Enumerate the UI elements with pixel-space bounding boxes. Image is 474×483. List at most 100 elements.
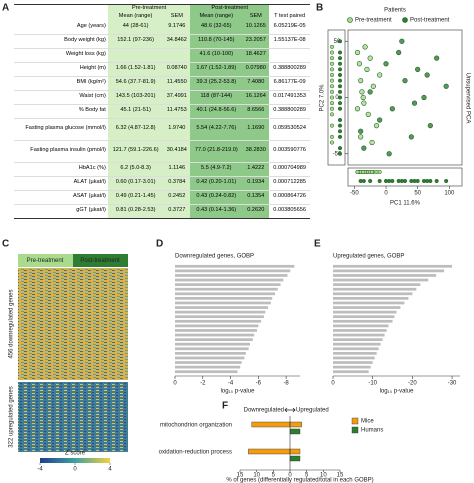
- bar: [333, 310, 397, 314]
- data-point: [415, 66, 421, 72]
- margin-point: [337, 106, 343, 111]
- category-label: oxidation-reduction process: [159, 450, 232, 456]
- table-cell: BMI (kg/m²): [14, 76, 108, 91]
- panel-label: E: [314, 239, 321, 250]
- table-cell: 6.86177E-09: [269, 76, 310, 91]
- table-cell: 0.059530524: [269, 118, 310, 141]
- heatmap-block: [18, 268, 128, 380]
- table-cell: 0.07980: [242, 62, 270, 77]
- group-row: Pre-treatment Post-treatment: [14, 3, 310, 13]
- table-cell: 0.1354: [242, 190, 270, 205]
- table-row: Fasting plasma insulin (pmol/l) 121.7 (59…: [14, 140, 310, 163]
- colorbar: [40, 458, 110, 463]
- bar: [333, 292, 413, 296]
- margin-point: [355, 169, 360, 175]
- x-tick-label: 100: [444, 191, 455, 197]
- margin-point: [329, 89, 335, 94]
- data-point: [396, 49, 402, 56]
- margin-point: [337, 117, 343, 123]
- legend-title: Patients: [384, 8, 406, 14]
- bar: [175, 333, 255, 337]
- margin-point: [337, 101, 343, 106]
- bar: [333, 287, 417, 291]
- bar: [333, 278, 429, 282]
- table-cell: 0.3727: [163, 204, 191, 219]
- bar: [175, 301, 271, 305]
- table-cell: 0.388800289: [269, 104, 310, 119]
- margin-point: [337, 146, 343, 151]
- table-cell: 38.2830: [242, 140, 270, 163]
- panel-label: C: [2, 239, 9, 250]
- x-axis-title: % of genes (differentially regulated/tot…: [226, 478, 373, 483]
- bar: [175, 306, 269, 309]
- bar: [333, 370, 369, 374]
- colorbar-tick-label: 4: [108, 467, 112, 473]
- table-cell: 10.1265: [242, 20, 270, 35]
- bar: [175, 356, 245, 360]
- table-row: BMI (kg/m²) 54.6 (37.7-81.9) 11.4550 39.3 (…: [14, 76, 310, 91]
- x-tick-label: 15: [237, 473, 244, 479]
- bar: [333, 347, 379, 351]
- x-axis-title: PC1 11.6%: [390, 201, 421, 207]
- table-head: Pre-treatment Post-treatment Mean (range) S…: [14, 3, 310, 21]
- heatmap-block: [18, 382, 128, 452]
- data-point: [408, 134, 414, 140]
- table-cell: Waist (cm): [14, 90, 108, 105]
- margin-point: [329, 50, 335, 55]
- margin-point: [337, 151, 343, 156]
- bar: [333, 269, 445, 273]
- data-point: [386, 151, 392, 157]
- table-cell: 0.81 (0.28-2.53): [107, 204, 164, 219]
- table-cell: Fasting plasma insulin (pmol/l): [14, 140, 108, 163]
- column-band: [18, 254, 73, 267]
- table-row: Fasting plasma glucose (mmol/l) 6.32 (4.8…: [14, 118, 310, 141]
- data-point: [434, 55, 440, 61]
- data-point: [354, 106, 361, 112]
- bar: [333, 365, 371, 369]
- bar: [333, 264, 453, 268]
- margin-point: [337, 123, 343, 128]
- data-point: [365, 111, 371, 117]
- x-tick-label: 10: [320, 473, 327, 479]
- table-cell: ALAT (µkat/l): [14, 176, 108, 191]
- table-cell: 1.67 (1.52-1.89): [190, 62, 243, 77]
- margin-point: [329, 106, 335, 111]
- table-cell: 44 (28-61): [107, 20, 164, 35]
- panel-label: A: [2, 3, 9, 14]
- table-row: % Body fat 45.1 (21-51) 11.4753 40.1 (24.8-…: [14, 104, 310, 119]
- data-point: [364, 66, 370, 72]
- table-row: Age (years) 44 (28-61) 9.1746 48.6 (32-65) 1…: [14, 20, 310, 35]
- margin-point: [370, 169, 375, 175]
- table-cell: Body weight (kg): [14, 34, 108, 49]
- bar: [175, 338, 253, 341]
- bar: [175, 274, 288, 277]
- x-tick-label: 15: [337, 473, 344, 479]
- x-axis-title: log₁₀ p-value: [380, 389, 415, 395]
- margin-point: [337, 56, 343, 61]
- margin-point: [329, 140, 335, 145]
- legend-marker: [402, 17, 408, 23]
- table-cell: 6.2 (5.0-8.3): [107, 162, 164, 177]
- table-cell: 0.43 (0.24-0.82): [190, 190, 243, 205]
- margin-point: [337, 67, 343, 72]
- legend-label: Mice: [361, 419, 374, 425]
- bar: [333, 329, 387, 332]
- bar: [175, 352, 246, 355]
- data-point: [373, 123, 380, 129]
- x-tick-label: -6: [256, 381, 262, 387]
- margin-point: [361, 169, 366, 175]
- table-cell: 0.3784: [163, 176, 191, 191]
- table-cell: 77.0 (21.8-219.0): [190, 140, 243, 163]
- data-point: [383, 61, 389, 67]
- table-cell: 110.8 (70-145): [190, 34, 243, 49]
- table-cell: 0.003805656: [269, 204, 310, 219]
- bar: [175, 287, 278, 291]
- bar: [333, 338, 383, 341]
- bar: [175, 315, 264, 319]
- clinical-table: Pre-treatment Post-treatment Mean (range) S…: [14, 3, 310, 219]
- data-point: [402, 78, 408, 84]
- margin-point: [329, 84, 335, 89]
- margin-point: [368, 178, 373, 184]
- margin-point: [399, 178, 404, 184]
- column-header: Mean (range): [107, 12, 164, 21]
